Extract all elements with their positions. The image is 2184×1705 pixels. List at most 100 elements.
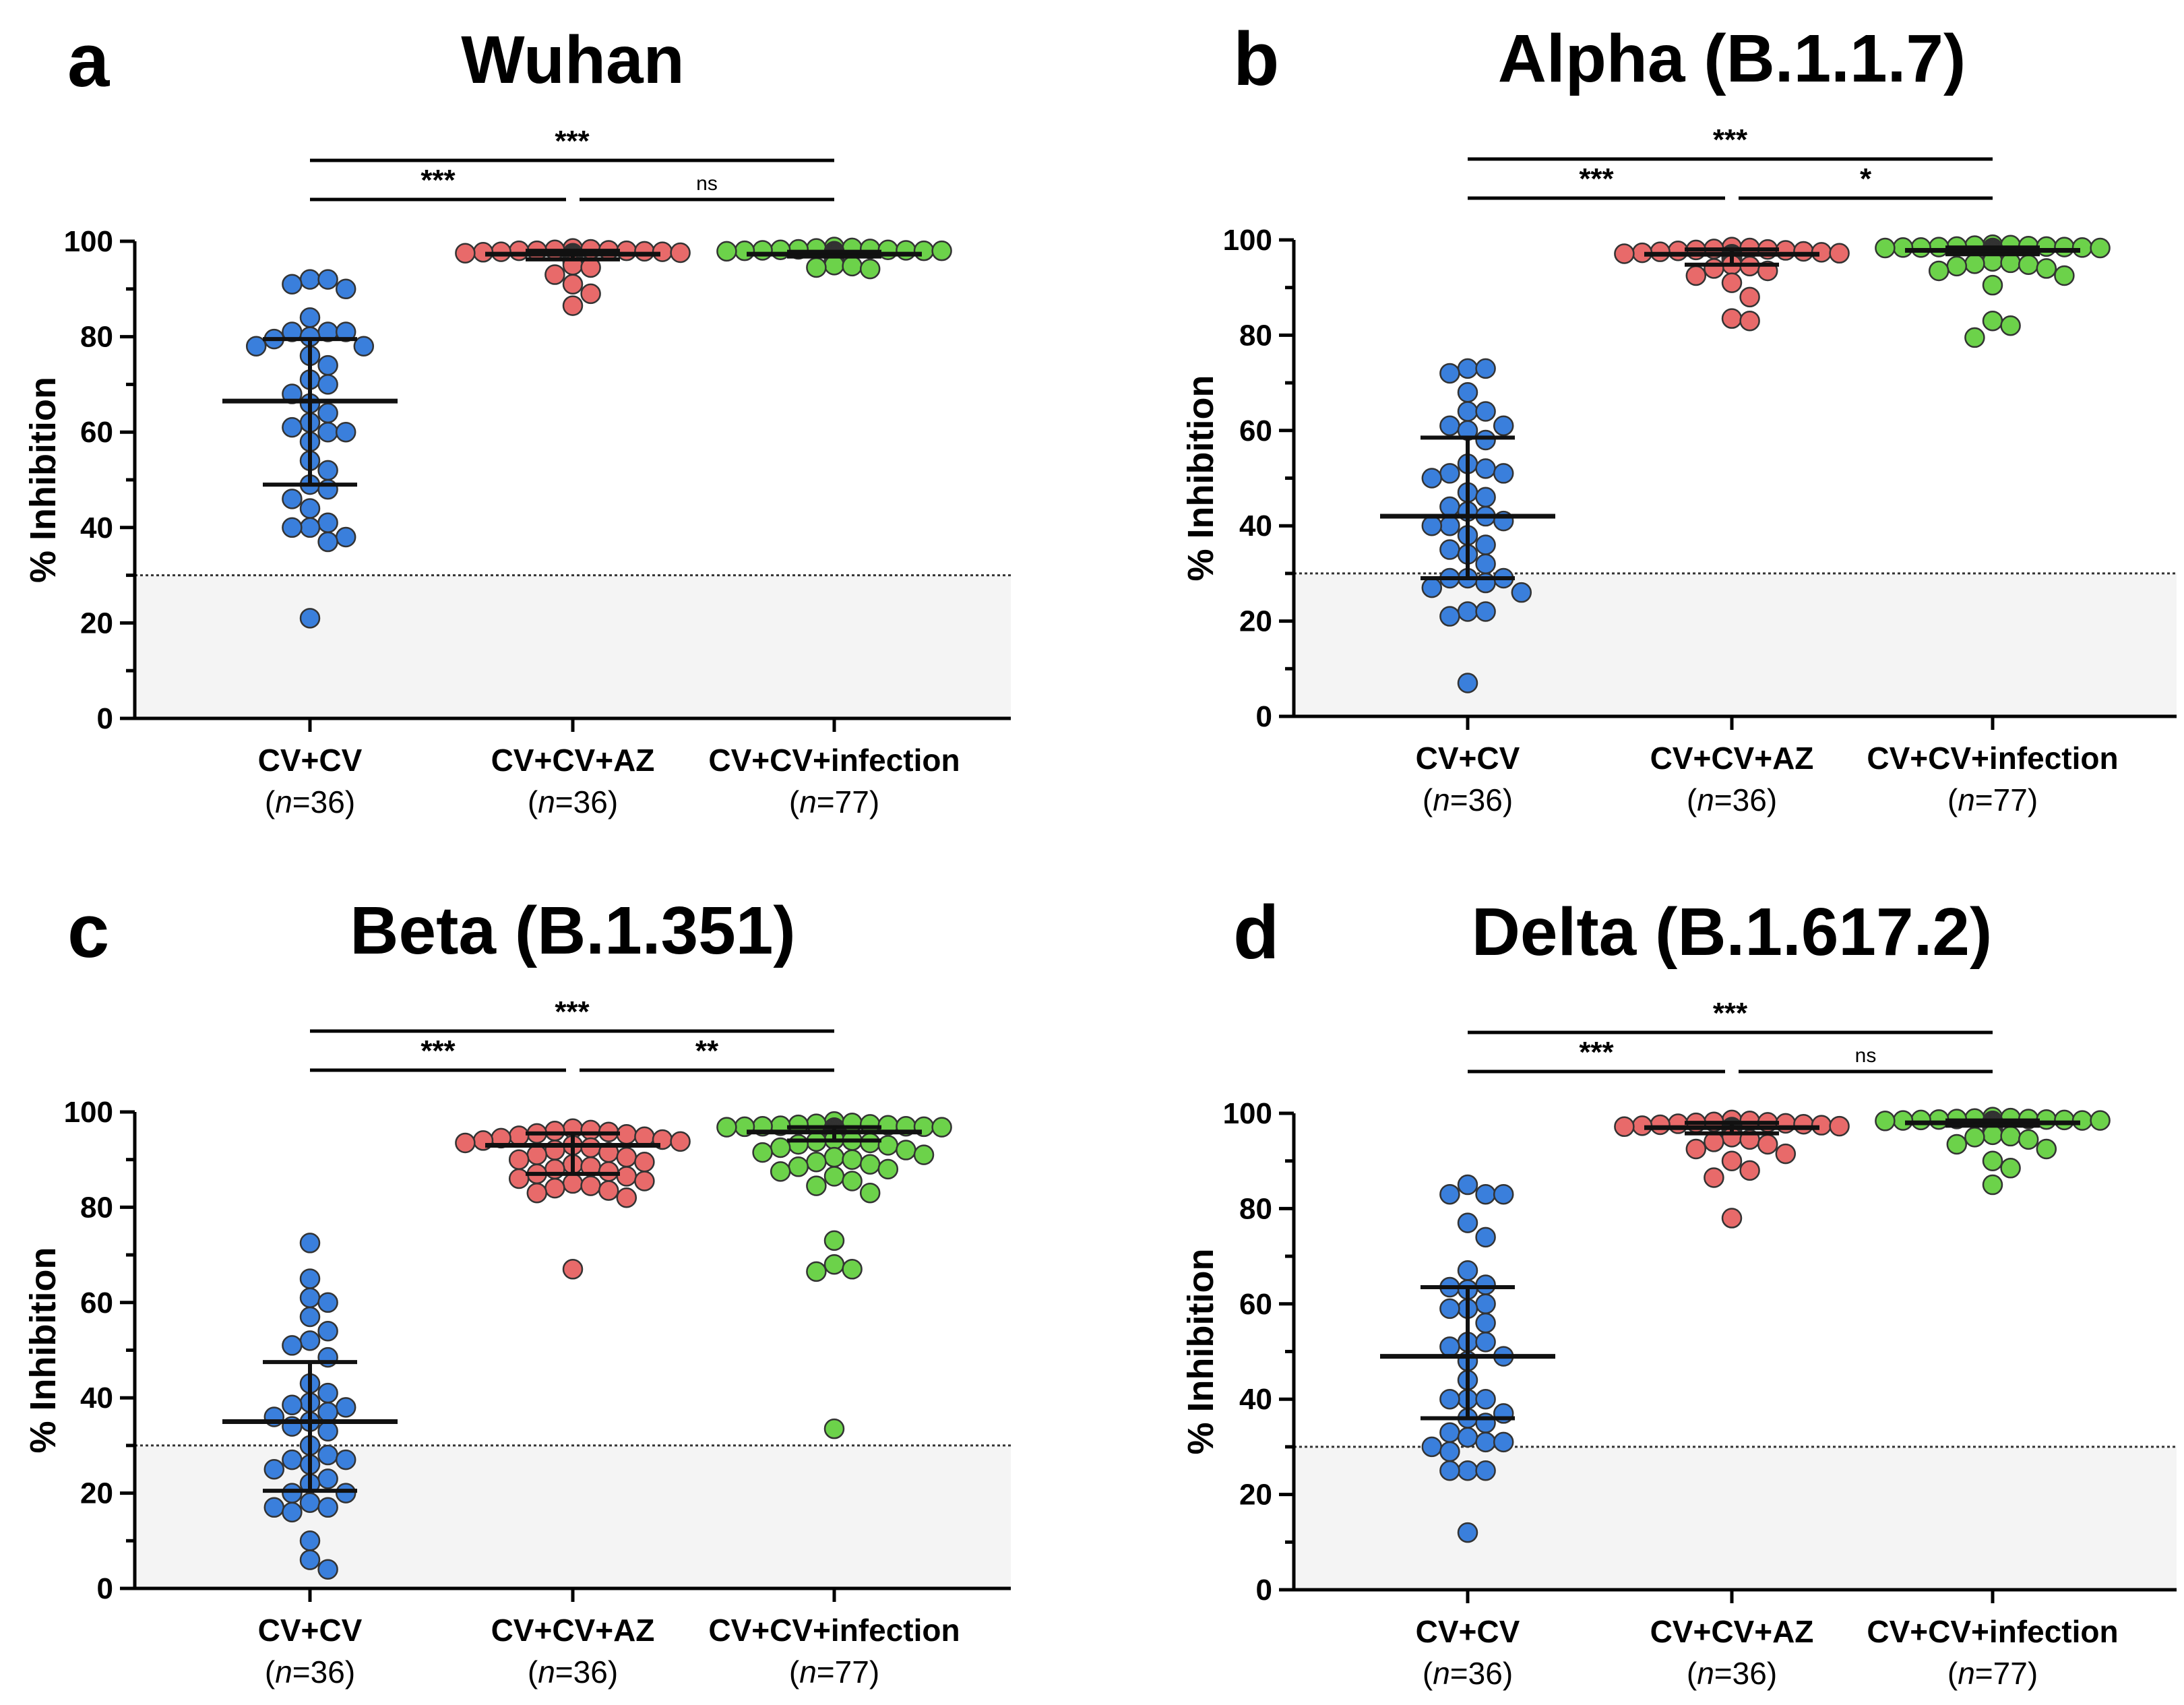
- paren-close: ): [869, 1654, 879, 1690]
- n-symbol: n: [1697, 782, 1714, 817]
- data-point: [1475, 487, 1496, 508]
- data-point: [317, 1468, 338, 1489]
- y-tick-label: 100: [64, 1096, 113, 1129]
- paren-close: ): [345, 1654, 355, 1690]
- significance-label: ***: [1713, 123, 1748, 156]
- y-axis-label: % Inhibition: [23, 1247, 63, 1454]
- data-point: [1775, 1143, 1797, 1165]
- data-point: [1475, 1312, 1496, 1334]
- data-point: [2071, 237, 2093, 258]
- paren-close: ): [1767, 1656, 1777, 1691]
- y-tick-label: 40: [80, 1382, 113, 1415]
- data-point: [1875, 237, 1896, 259]
- data-point: [877, 1158, 899, 1180]
- data-point: [1493, 1183, 1514, 1205]
- data-point: [2018, 1129, 2039, 1150]
- data-point: [1439, 539, 1460, 560]
- data-point: [1457, 601, 1478, 622]
- n-symbol: n: [1958, 1656, 1975, 1691]
- data-point: [282, 1335, 303, 1356]
- data-point: [1475, 358, 1496, 379]
- data-point: [282, 1483, 303, 1504]
- x-category-label: CV+CV+AZ: [1650, 741, 1814, 776]
- data-point: [1439, 496, 1460, 518]
- data-point: [1457, 401, 1478, 422]
- y-tick-label: 20: [1239, 1479, 1272, 1512]
- data-point: [2000, 1125, 2021, 1147]
- data-point: [317, 354, 338, 376]
- n-symbol: n: [538, 1654, 555, 1690]
- data-point: [652, 241, 673, 262]
- n-symbol: n: [1433, 1656, 1450, 1691]
- significance-label: ns: [696, 173, 718, 195]
- n-value: =36: [555, 784, 608, 819]
- panel-b: b Alpha (B.1.1.7) 0 20 40 60 80 100 % Inhibition…: [1181, 17, 2177, 817]
- significance-label: ***: [555, 125, 590, 158]
- data-point: [299, 1268, 321, 1289]
- cutoff-region: [135, 575, 1011, 718]
- paren-open: (: [1947, 1656, 1958, 1691]
- data-point: [842, 255, 863, 277]
- data-point: [317, 1402, 338, 1423]
- x-sample-size: (n=36): [1687, 1656, 1777, 1691]
- data-point: [634, 1171, 655, 1191]
- x-sample-size: (n=36): [265, 1654, 355, 1690]
- data-point: [245, 336, 267, 357]
- data-point: [508, 1149, 530, 1170]
- data-point: [1421, 577, 1443, 598]
- data-point: [1910, 237, 1931, 258]
- data-point: [299, 498, 321, 519]
- data-point: [2071, 1110, 2093, 1131]
- data-point: [1493, 415, 1514, 436]
- data-point: [1439, 1336, 1460, 1357]
- data-point: [1475, 429, 1496, 451]
- data-point: [1739, 286, 1760, 308]
- y-tick-label: 100: [64, 225, 113, 258]
- data-point: [1475, 1293, 1496, 1315]
- data-point: [931, 1117, 952, 1138]
- y-tick-label: 40: [1239, 509, 1272, 542]
- data-point: [1457, 1427, 1478, 1448]
- data-point: [842, 1149, 863, 1170]
- n-value: =36: [1450, 1656, 1503, 1691]
- cutoff-region: [1294, 1446, 2177, 1590]
- y-tick-label: 80: [1239, 319, 1272, 352]
- y-axis-label: % Inhibition: [23, 377, 63, 583]
- data-point: [823, 1230, 845, 1251]
- data-point: [317, 531, 338, 553]
- data-point: [598, 1180, 619, 1201]
- data-point: [526, 1182, 548, 1204]
- paren-close: ): [2028, 782, 2038, 817]
- data-point: [1439, 463, 1460, 484]
- data-point: [544, 1177, 565, 1199]
- data-point: [317, 460, 338, 481]
- data-point: [299, 1287, 321, 1308]
- data-point: [806, 1261, 827, 1282]
- data-point: [1811, 1115, 1832, 1136]
- data-point: [299, 608, 321, 629]
- data-point: [1457, 673, 1478, 693]
- data-point: [1928, 260, 1949, 282]
- x-category-label: CV+CV: [258, 1613, 363, 1648]
- panel-letter: c: [67, 889, 109, 973]
- n-value: =36: [1450, 782, 1503, 817]
- data-point: [1982, 274, 2003, 296]
- x-category-label: CV+CV+AZ: [491, 1613, 655, 1648]
- data-point: [1439, 1422, 1460, 1443]
- significance-label: ***: [1579, 162, 1614, 195]
- panel-c: c Beta (B.1.351) 0 20 40 60 80 100 % Inhibition C…: [23, 889, 1011, 1690]
- paren-close: ): [345, 784, 355, 819]
- data-point: [634, 1151, 655, 1173]
- data-point: [1421, 468, 1443, 489]
- significance-label: ns: [1855, 1045, 1877, 1067]
- data-point: [317, 402, 338, 424]
- data-point: [317, 1382, 338, 1404]
- data-point: [716, 241, 737, 262]
- data-point: [299, 1233, 321, 1253]
- data-point: [2054, 237, 2075, 257]
- data-point: [859, 1154, 881, 1175]
- data-point: [752, 240, 773, 261]
- data-point: [1721, 1150, 1743, 1171]
- data-point: [317, 421, 338, 443]
